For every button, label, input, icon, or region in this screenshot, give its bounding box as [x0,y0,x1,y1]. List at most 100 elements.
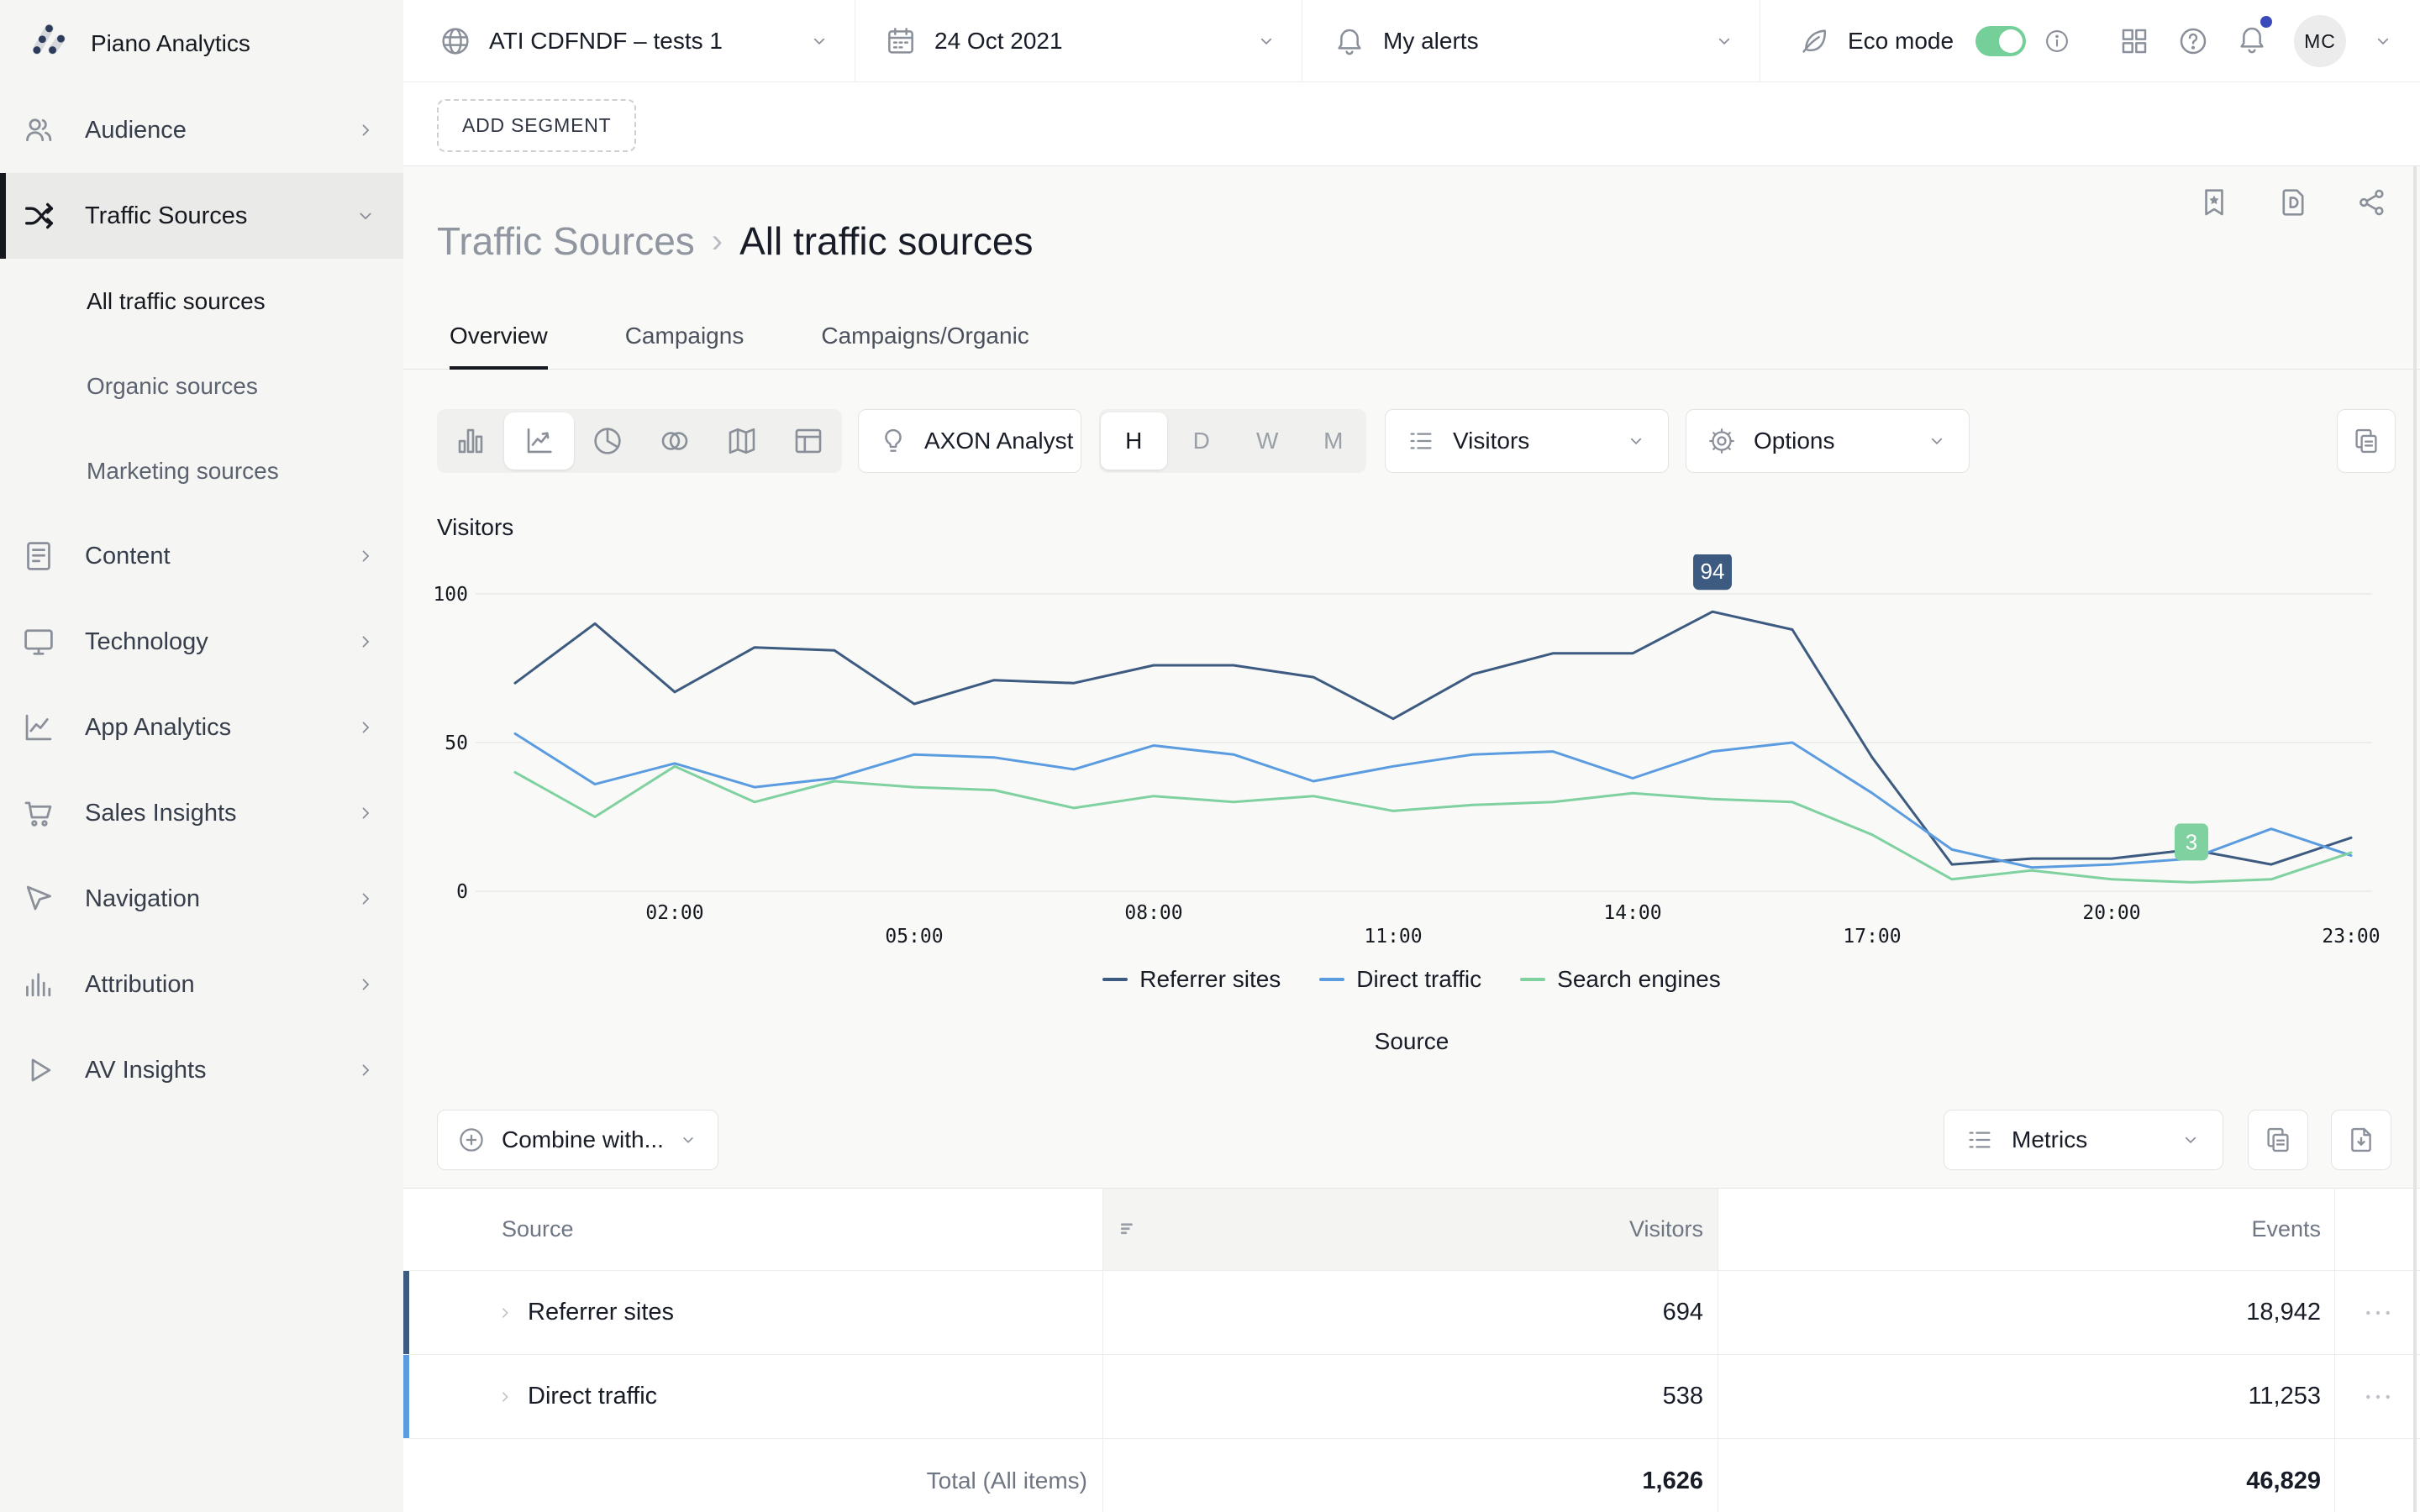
granularity-h[interactable]: H [1101,412,1167,470]
metrics-dropdown[interactable]: Metrics [1944,1110,2223,1170]
row-menu-icon[interactable] [2360,1378,2396,1415]
combine-with-dropdown[interactable]: Combine with... [437,1110,718,1170]
notifications-bell-icon[interactable] [2235,15,2272,60]
granularity-d[interactable]: D [1169,409,1235,473]
tabs: Overview Campaigns Campaigns/Organic [403,311,2420,370]
eco-mode-toggle[interactable] [1975,26,2027,56]
total-label: Total (All items) [926,1467,1087,1494]
chevron-right-icon [353,715,378,740]
chart-type-venn[interactable] [641,409,708,473]
svg-text:08:00: 08:00 [1124,902,1182,924]
sidebar-subitem-marketing-sources[interactable]: Marketing sources [0,428,403,513]
chart-type-bar-chart[interactable] [437,409,504,473]
topbar: ATI CDFNDF – tests 1 24 Oct 2021 My aler… [403,0,2420,82]
metric-dropdown[interactable]: Visitors [1385,409,1669,473]
chevron-down-icon[interactable] [2371,29,2395,53]
column-header-visitors[interactable]: Visitors [1103,1189,1718,1270]
tab-campaigns-organic[interactable]: Campaigns/Organic [821,323,1029,349]
visitors-cell: 694 [1103,1271,1718,1354]
sidebar-item-navigation[interactable]: Navigation [0,856,403,942]
metrics-dropdown-label: Metrics [2012,1126,2088,1152]
legend-item-referrer-sites[interactable]: Referrer sites [1102,966,1281,993]
chevron-right-icon [353,886,378,911]
legend-item-direct-traffic[interactable]: Direct traffic [1319,966,1481,993]
sidebar-item-label: AV Insights [85,1056,207,1084]
sidebar-item-sales-insights[interactable]: Sales Insights [0,770,403,856]
options-dropdown[interactable]: Options [1686,409,1970,473]
chart-type-map[interactable] [708,409,776,473]
bookmark-icon[interactable] [2196,185,2232,220]
source-name[interactable]: Direct traffic [528,1383,658,1410]
sources-table: Source Visitors Events Referrer sites 69… [403,1188,2420,1512]
chevron-right-icon [353,118,378,143]
sidebar-subitem-all-traffic-sources[interactable]: All traffic sources [0,259,403,344]
sidebar-item-label: Sales Insights [85,799,237,827]
sidebar-item-audience[interactable]: Audience [0,87,403,173]
chevron-down-icon [808,29,831,53]
eco-mode-label: Eco mode [1848,28,1954,54]
source-cell[interactable]: Direct traffic [403,1355,1103,1438]
download-table-button[interactable] [2331,1110,2391,1170]
table-row-direct-traffic[interactable]: Direct traffic 538 11,253 [403,1355,2420,1439]
monitor-icon [20,623,57,660]
copy-table-button[interactable] [2248,1110,2308,1170]
app-logo[interactable]: Piano Analytics [0,0,403,87]
sidebar-item-label: App Analytics [85,713,232,741]
column-header-events[interactable]: Events [1718,1189,2335,1270]
report-template-icon[interactable] [2275,185,2311,220]
sidebar: Piano Analytics Audience Traffic Sources… [0,0,403,1512]
chart-type-table[interactable] [775,409,842,473]
chevron-down-icon [1255,29,1278,53]
svg-text:14:00: 14:00 [1603,902,1661,924]
tab-overview[interactable]: Overview [450,311,548,370]
eco-mode-group: Eco mode [1760,0,2420,82]
gear-icon [1707,426,1737,456]
chart-type-line-chart[interactable] [503,412,575,470]
tab-campaigns[interactable]: Campaigns [624,323,744,349]
sidebar-item-content[interactable]: Content [0,513,403,599]
date-picker[interactable]: 24 Oct 2021 [855,0,1302,82]
user-avatar[interactable]: MC [2294,15,2346,67]
source-cell[interactable]: Referrer sites [403,1271,1103,1354]
cursor-icon [20,880,57,917]
sidebar-item-label: Technology [85,627,208,655]
help-icon[interactable] [2176,24,2210,58]
legend-item-search-engines[interactable]: Search engines [1520,966,1721,993]
my-alerts-selector[interactable]: My alerts [1302,0,1760,82]
cart-icon [20,795,57,832]
sidebar-item-technology[interactable]: Technology [0,599,403,685]
chevron-right-icon [494,1386,516,1408]
granularity-w[interactable]: W [1234,409,1301,473]
info-icon[interactable] [2043,27,2071,55]
axon-analyst-button[interactable]: AXON Analyst [858,409,1081,473]
chart-legend: Referrer sites Direct traffic Search eng… [403,966,2420,993]
copy-icon [2350,425,2382,457]
column-header-source[interactable]: Source [403,1189,1103,1270]
chevron-down-icon [353,203,378,228]
sidebar-item-attribution[interactable]: Attribution [0,942,403,1027]
sidebar-item-label: Audience [85,116,187,144]
copy-chart-button[interactable] [2337,409,2396,473]
row-menu-icon[interactable] [2360,1294,2396,1331]
sidebar-subitem-organic-sources[interactable]: Organic sources [0,344,403,428]
breadcrumb-parent[interactable]: Traffic Sources [437,219,695,263]
calendar-icon [884,24,918,58]
table-header-row: Source Visitors Events [403,1189,2420,1271]
apps-grid-icon[interactable] [2118,24,2151,58]
download-icon [2345,1124,2377,1156]
chevron-right-icon [353,801,378,826]
table-row-referrer-sites[interactable]: Referrer sites 694 18,942 [403,1271,2420,1355]
sidebar-item-av-insights[interactable]: AV Insights [0,1027,403,1113]
combine-with-label: Combine with... [502,1126,664,1152]
chevron-down-icon [677,1129,699,1151]
share-icon[interactable] [2354,185,2390,220]
breadcrumb-separator: › [711,222,723,260]
sidebar-item-app-analytics[interactable]: App Analytics [0,685,403,770]
source-name[interactable]: Referrer sites [528,1299,675,1326]
site-selector[interactable]: ATI CDFNDF – tests 1 [403,0,855,82]
scrollbar-track[interactable] [2413,166,2417,1512]
chart-type-pie-chart[interactable] [574,409,641,473]
granularity-m[interactable]: M [1301,409,1367,473]
sidebar-item-traffic-sources[interactable]: Traffic Sources [0,173,403,259]
add-segment-button[interactable]: ADD SEGMENT [437,99,637,152]
